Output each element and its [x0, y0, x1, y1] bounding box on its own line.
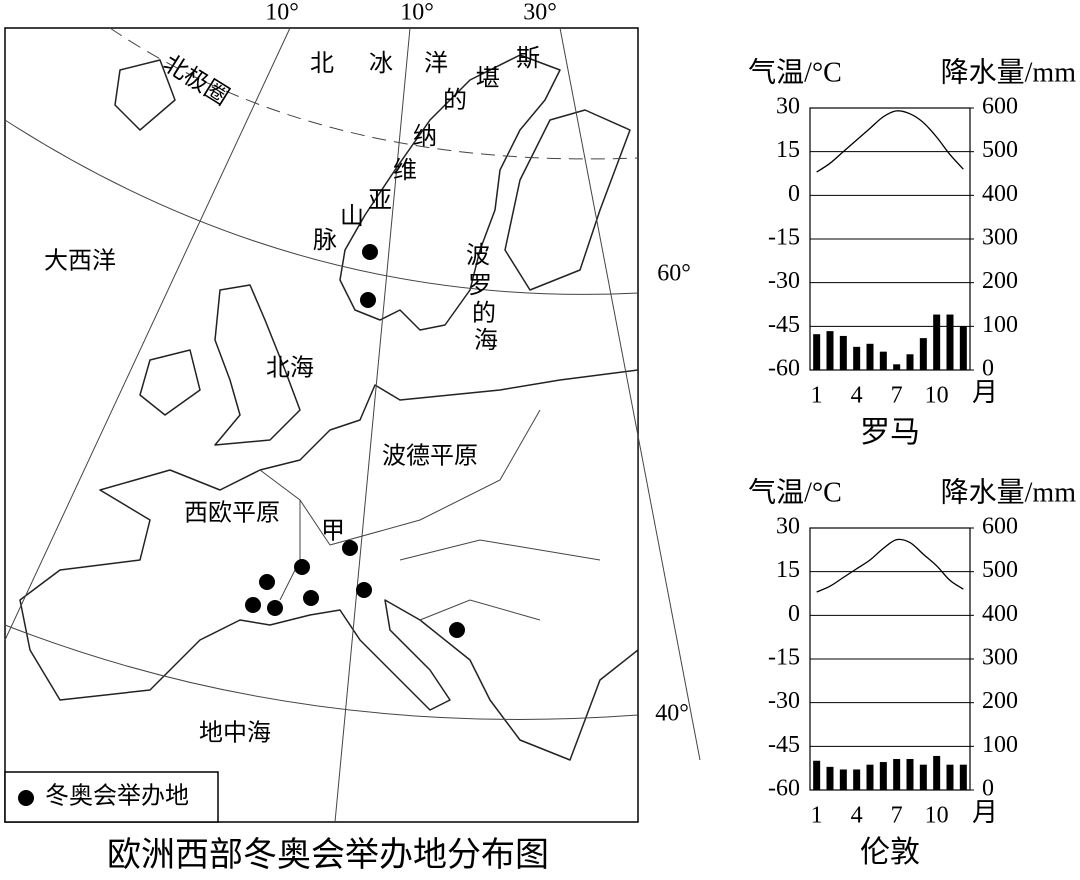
precip-bar — [959, 326, 967, 370]
precip-bar — [959, 764, 967, 790]
place-label: 北冰洋 — [310, 50, 448, 77]
chart-title: 伦敦 — [860, 836, 920, 869]
precip-bar — [933, 314, 941, 370]
precip-bar — [839, 769, 847, 790]
place-label: 波德平原 — [382, 443, 478, 470]
precip-bar — [946, 764, 954, 790]
x-tick-label: 4 — [851, 803, 863, 829]
y-tick-label: -45 — [768, 312, 800, 338]
legend-box — [4, 771, 219, 823]
precip-bar — [826, 766, 834, 790]
temperature-line — [816, 110, 964, 173]
place-label: 波罗的海 — [466, 242, 498, 354]
graticule-label: 40° — [655, 701, 689, 727]
precip-bar — [853, 769, 861, 790]
graticule-label: 10° — [400, 0, 434, 26]
precip-bar — [879, 351, 887, 370]
y2-tick-label: 400 — [982, 181, 1018, 207]
y-tick-label: -15 — [768, 225, 800, 251]
x-axis-label: 月 — [972, 798, 998, 827]
x-tick-label: 7 — [891, 803, 903, 829]
climate-chart: 气温/°C 降水量/mm-60-45-30-1501530010020030040… — [748, 476, 1076, 868]
precip-bar — [919, 764, 927, 790]
precip-bar — [879, 762, 887, 790]
coastlines — [19, 54, 639, 761]
precip-bar — [866, 343, 874, 370]
x-tick-label: 1 — [811, 383, 823, 409]
temperature-line — [816, 538, 964, 593]
precip-bar — [906, 758, 914, 790]
precip-bar — [853, 346, 861, 370]
y2-tick-label: 300 — [982, 645, 1018, 671]
y-tick-label: -30 — [768, 688, 800, 714]
precip-bar — [893, 758, 901, 790]
x-tick-label: 1 — [811, 803, 823, 829]
place-label: 大西洋 — [44, 248, 116, 275]
precip-bar — [946, 314, 954, 370]
legend-symbol — [18, 790, 34, 806]
chart-title: 罗马 — [860, 416, 920, 449]
y2-tick-label: 400 — [982, 601, 1018, 627]
place-label: 西欧平原 — [184, 500, 280, 527]
precip-bar — [826, 331, 834, 370]
climate-chart: 气温/°C 降水量/mm-60-45-30-1501530010020030040… — [748, 56, 1076, 448]
y-tick-label: -15 — [768, 645, 800, 671]
y2-tick-label: 0 — [982, 356, 994, 382]
host-sites — [245, 244, 465, 638]
graticule-label: 30° — [523, 0, 557, 26]
graticule — [4, 27, 701, 823]
map: 10° 10° 30° 60° 40° 北极圈 北冰洋 斯堪的纳维亚山脉 大西洋… — [4, 0, 701, 874]
plot-frame — [809, 107, 971, 371]
x-tick-label: 4 — [851, 383, 863, 409]
y-axis-label: 气温/°C — [748, 476, 842, 508]
y2-tick-label: 200 — [982, 268, 1018, 294]
y-tick-label: -30 — [768, 268, 800, 294]
y2-tick-label: 300 — [982, 225, 1018, 251]
y2-tick-label: 600 — [982, 514, 1018, 540]
y-tick-label: 0 — [788, 181, 800, 207]
y-tick-label: -60 — [768, 356, 800, 382]
y2-tick-label: 500 — [982, 137, 1018, 163]
place-label: 地中海 — [199, 720, 271, 747]
y2-tick-label: 100 — [982, 732, 1018, 758]
precip-bar — [893, 364, 901, 370]
precip-bar — [813, 334, 821, 370]
y-axis-label: 气温/°C — [748, 56, 842, 88]
y2-tick-label: 0 — [982, 776, 994, 802]
y2-axis-label: 降水量/mm — [941, 56, 1077, 88]
place-label: 甲 — [321, 519, 345, 545]
y2-axis-label: 降水量/mm — [941, 476, 1077, 508]
y2-tick-label: 600 — [982, 94, 1018, 120]
x-tick-label: 7 — [891, 383, 903, 409]
y-tick-label: 30 — [776, 94, 800, 120]
y-tick-label: 15 — [776, 557, 800, 583]
x-axis-label: 月 — [972, 378, 998, 407]
y-tick-label: 30 — [776, 514, 800, 540]
precip-bar — [839, 335, 847, 370]
y2-tick-label: 100 — [982, 312, 1018, 338]
y-tick-label: 0 — [788, 601, 800, 627]
precip-bar — [813, 760, 821, 790]
precip-bar — [866, 764, 874, 790]
graticule-label: 60° — [657, 261, 691, 287]
legend-label: 冬奥会举办地 — [45, 783, 189, 810]
place-label: 北海 — [266, 355, 314, 382]
precip-bar — [933, 755, 941, 790]
place-label: 斯堪的纳维亚山脉 — [313, 45, 540, 254]
plot-frame — [809, 527, 971, 791]
map-title: 欧洲西部冬奥会举办地分布图 — [107, 836, 549, 874]
precip-bar — [906, 354, 914, 370]
y-tick-label: -45 — [768, 732, 800, 758]
y2-tick-label: 500 — [982, 557, 1018, 583]
graticule-label: 10° — [265, 0, 299, 26]
y-tick-label: 15 — [776, 137, 800, 163]
x-tick-label: 10 — [925, 383, 949, 409]
y-tick-label: -60 — [768, 776, 800, 802]
x-tick-label: 10 — [925, 803, 949, 829]
precip-bar — [919, 338, 927, 370]
y2-tick-label: 200 — [982, 688, 1018, 714]
